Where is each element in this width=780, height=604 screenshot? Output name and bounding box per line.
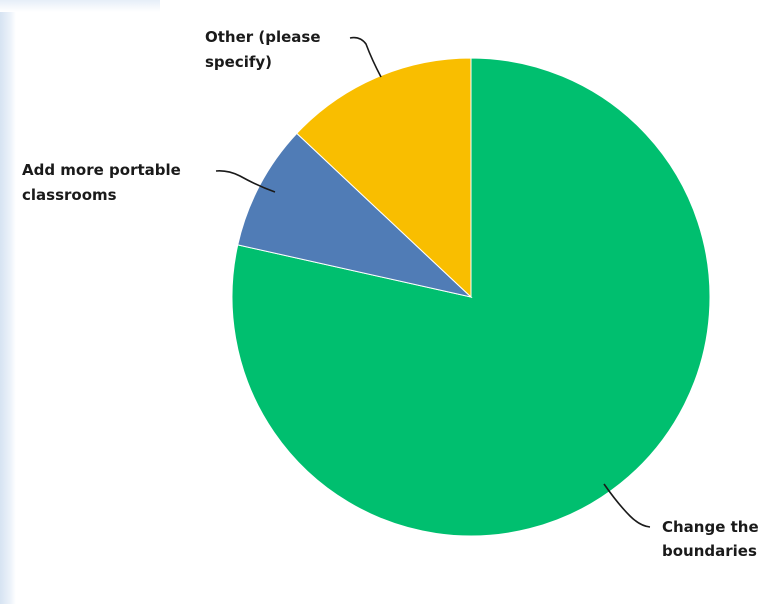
label-portable-classrooms: Add more portable classrooms xyxy=(22,161,186,204)
label-portable-classrooms-line2: classrooms xyxy=(22,186,117,204)
label-other-line2: specify) xyxy=(205,53,272,71)
label-other: Other (please specify) xyxy=(205,28,326,71)
label-change-boundaries-line2: boundaries xyxy=(662,542,757,560)
label-change-boundaries-line1: Change the xyxy=(662,518,759,536)
label-portable-classrooms-line1: Add more portable xyxy=(22,161,181,179)
label-change-boundaries: Change the boundaries xyxy=(662,518,764,560)
label-other-line1: Other (please xyxy=(205,28,321,46)
pie-slices xyxy=(232,58,710,536)
leader-line-other xyxy=(350,38,381,77)
